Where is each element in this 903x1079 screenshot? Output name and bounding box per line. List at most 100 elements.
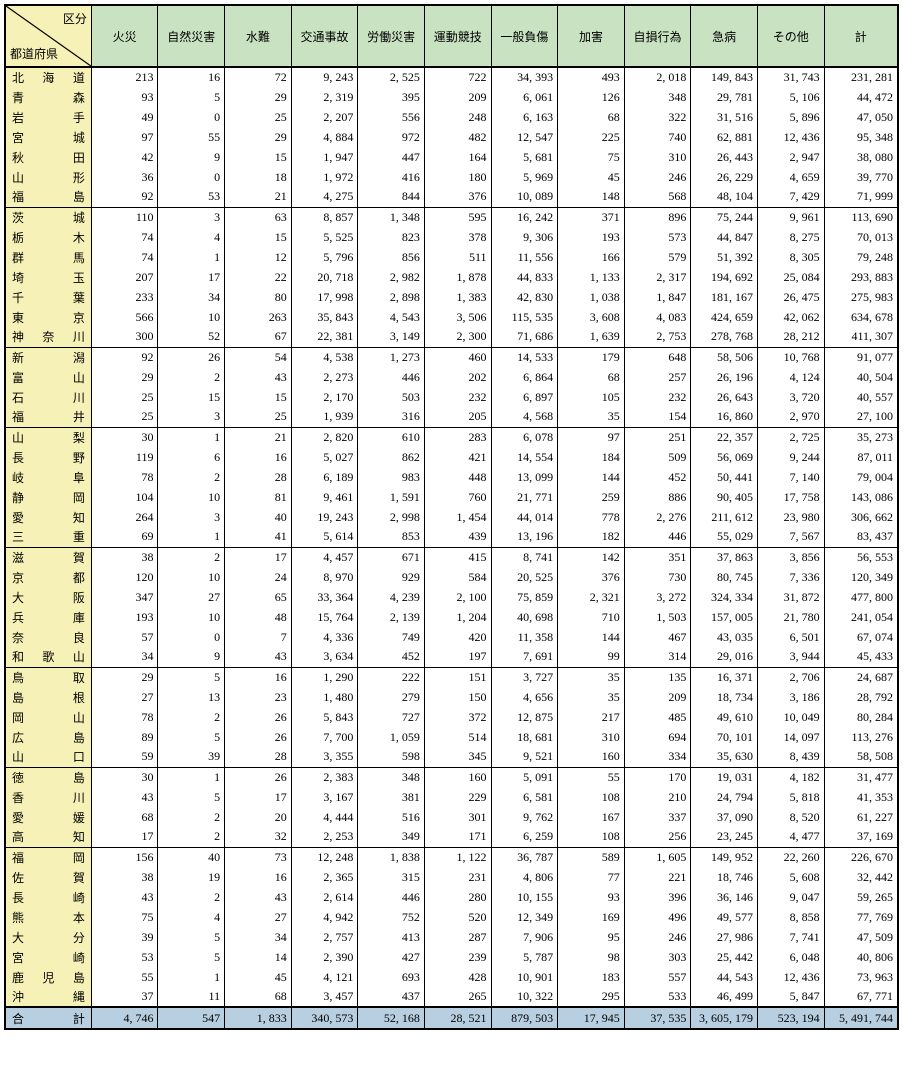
data-cell: 972 — [358, 127, 425, 147]
data-cell: 5 — [158, 87, 225, 107]
data-cell: 26, 475 — [757, 287, 824, 307]
data-cell: 10, 322 — [491, 987, 558, 1007]
data-cell: 2 — [158, 467, 225, 487]
data-cell: 16, 371 — [691, 667, 758, 687]
prefecture-cell: 岐阜 — [5, 467, 91, 487]
data-cell: 181, 167 — [691, 287, 758, 307]
data-cell: 61, 227 — [824, 807, 898, 827]
data-cell: 48, 104 — [691, 187, 758, 207]
data-cell: 3, 149 — [358, 327, 425, 347]
table-row: 兵庫193104815, 7642, 1391, 20440, 6987101,… — [5, 607, 898, 627]
prefecture-cell: 新潟 — [5, 347, 91, 367]
data-cell: 2 — [158, 807, 225, 827]
data-cell: 56, 069 — [691, 447, 758, 467]
total-cell: 879, 503 — [491, 1007, 558, 1029]
data-cell: 46, 499 — [691, 987, 758, 1007]
prefecture-cell: 岩手 — [5, 107, 91, 127]
data-cell: 1, 383 — [424, 287, 491, 307]
data-cell: 420 — [424, 627, 491, 647]
prefecture-cell: 山口 — [5, 747, 91, 767]
data-cell: 749 — [358, 627, 425, 647]
data-cell: 205 — [424, 407, 491, 427]
data-cell: 3, 608 — [558, 307, 625, 327]
data-cell: 2, 820 — [291, 427, 358, 447]
data-cell: 511 — [424, 247, 491, 267]
data-cell: 81 — [225, 487, 292, 507]
data-cell: 251 — [624, 427, 691, 447]
data-cell: 1, 059 — [358, 727, 425, 747]
data-cell: 202 — [424, 367, 491, 387]
data-cell: 14 — [225, 947, 292, 967]
data-cell: 22, 381 — [291, 327, 358, 347]
data-cell: 3, 457 — [291, 987, 358, 1007]
data-cell: 293, 883 — [824, 267, 898, 287]
data-cell: 79, 248 — [824, 247, 898, 267]
data-cell: 93 — [558, 887, 625, 907]
col-header: 交通事故 — [291, 5, 358, 67]
data-cell: 3, 506 — [424, 307, 491, 327]
data-cell: 5, 525 — [291, 227, 358, 247]
data-cell: 376 — [424, 187, 491, 207]
prefecture-cell: 福島 — [5, 187, 91, 207]
data-cell: 91, 077 — [824, 347, 898, 367]
data-cell: 2 — [158, 547, 225, 567]
prefecture-cell: 岡山 — [5, 707, 91, 727]
data-cell: 36, 146 — [691, 887, 758, 907]
data-cell: 37 — [91, 987, 158, 1007]
data-cell: 99 — [558, 647, 625, 667]
data-cell: 194, 692 — [691, 267, 758, 287]
data-cell: 32, 442 — [824, 867, 898, 887]
data-cell: 47, 050 — [824, 107, 898, 127]
data-cell: 4, 124 — [757, 367, 824, 387]
data-cell: 15 — [225, 387, 292, 407]
data-cell: 149, 952 — [691, 847, 758, 867]
data-cell: 9, 047 — [757, 887, 824, 907]
data-cell: 22, 260 — [757, 847, 824, 867]
data-cell: 160 — [424, 767, 491, 787]
data-cell: 53 — [158, 187, 225, 207]
table-row: 大阪347276533, 3644, 2392, 10075, 8592, 32… — [5, 587, 898, 607]
total-cell: 3, 605, 179 — [691, 1007, 758, 1029]
data-cell: 26, 643 — [691, 387, 758, 407]
prefecture-cell: 秋田 — [5, 147, 91, 167]
data-cell: 259 — [558, 487, 625, 507]
data-cell: 231 — [424, 867, 491, 887]
data-cell: 12 — [225, 247, 292, 267]
data-cell: 32 — [225, 827, 292, 847]
data-cell: 446 — [624, 527, 691, 547]
data-cell: 493 — [558, 67, 625, 87]
prefecture-cell: 群馬 — [5, 247, 91, 267]
data-cell: 396 — [624, 887, 691, 907]
data-cell: 730 — [624, 567, 691, 587]
data-cell: 5, 027 — [291, 447, 358, 467]
data-cell: 225 — [558, 127, 625, 147]
data-cell: 324, 334 — [691, 587, 758, 607]
data-cell: 167 — [558, 807, 625, 827]
data-cell: 28, 212 — [757, 327, 824, 347]
data-cell: 1, 605 — [624, 847, 691, 867]
data-cell: 27 — [91, 687, 158, 707]
data-cell: 287 — [424, 927, 491, 947]
data-cell: 345 — [424, 747, 491, 767]
data-cell: 1, 290 — [291, 667, 358, 687]
table-row: 沖縄3711683, 45743726510, 32229553346, 499… — [5, 987, 898, 1007]
data-cell: 1, 503 — [624, 607, 691, 627]
data-cell: 6, 897 — [491, 387, 558, 407]
data-cell: 896 — [624, 207, 691, 227]
data-cell: 17 — [91, 827, 158, 847]
prefecture-cell: 福井 — [5, 407, 91, 427]
data-cell: 59 — [91, 747, 158, 767]
data-cell: 9, 961 — [757, 207, 824, 227]
data-cell: 376 — [558, 567, 625, 587]
prefecture-cell: 石川 — [5, 387, 91, 407]
prefecture-cell: 青森 — [5, 87, 91, 107]
data-cell: 1, 273 — [358, 347, 425, 367]
data-cell: 427 — [358, 947, 425, 967]
data-cell: 7, 700 — [291, 727, 358, 747]
data-cell: 3 — [158, 207, 225, 227]
total-cell: 28, 521 — [424, 1007, 491, 1029]
table-row: 静岡10410819, 4611, 59176021, 77125988690,… — [5, 487, 898, 507]
data-cell: 428 — [424, 967, 491, 987]
col-header: 運動競技 — [424, 5, 491, 67]
data-cell: 65 — [225, 587, 292, 607]
